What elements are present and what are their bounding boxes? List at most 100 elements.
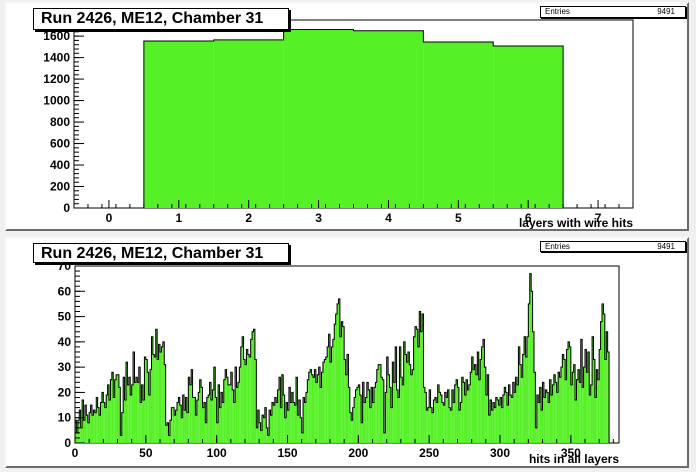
histogram-bin xyxy=(517,384,519,443)
histogram-bin xyxy=(296,377,298,443)
histogram-bin xyxy=(406,362,408,443)
x-tick-label: 350 xyxy=(561,446,581,460)
histogram-bin xyxy=(143,400,145,443)
histogram-bin xyxy=(280,407,282,443)
x-tick-label: 0 xyxy=(106,211,113,225)
histogram-bin xyxy=(449,407,451,443)
histogram-bin xyxy=(426,410,428,443)
histogram-bin xyxy=(294,405,296,443)
histogram-bin xyxy=(441,402,444,443)
histogram-bin xyxy=(160,351,162,443)
histogram-bin xyxy=(178,397,180,443)
histogram-bin xyxy=(582,387,584,443)
histogram-bin xyxy=(335,314,338,443)
histogram-bin xyxy=(433,400,435,443)
histogram-bin xyxy=(174,415,176,443)
histogram-bin xyxy=(603,314,605,443)
histogram-bin xyxy=(175,410,177,443)
histogram-bin xyxy=(424,392,427,443)
histogram-bin xyxy=(222,402,224,443)
histogram-bin xyxy=(96,397,98,443)
x-tick-label: 300 xyxy=(490,446,510,460)
histogram-bin xyxy=(549,379,551,443)
histogram-bin xyxy=(253,329,255,443)
histogram-bin xyxy=(573,364,576,443)
histogram-bin xyxy=(396,389,398,443)
histogram-bin xyxy=(575,400,577,443)
y-tick-label: 1200 xyxy=(43,72,70,86)
histogram-bin xyxy=(596,369,598,443)
histogram-outline xyxy=(143,28,564,208)
chart-title: Run 2426, ME12, Chamber 31 xyxy=(33,243,289,263)
histogram-bin xyxy=(587,351,590,443)
histogram-bin xyxy=(464,394,466,443)
histogram-bin xyxy=(386,357,389,443)
histogram-bin xyxy=(413,336,415,443)
x-tick-label: 6 xyxy=(525,211,532,225)
y-tick-label: 1600 xyxy=(43,29,70,43)
histogram-bin xyxy=(518,346,520,443)
histogram-bin xyxy=(440,394,442,443)
histogram-bin xyxy=(381,377,383,443)
histogram-bin xyxy=(133,351,135,443)
histogram-bin xyxy=(366,382,369,443)
histogram-bin xyxy=(471,357,474,443)
histogram-bin xyxy=(264,407,267,443)
histogram-bin xyxy=(321,372,323,443)
histogram-bin xyxy=(536,394,539,443)
histogram-bin xyxy=(593,359,595,443)
histogram-bin xyxy=(460,402,462,443)
histogram-bin xyxy=(97,407,100,443)
histogram-bin xyxy=(82,400,84,443)
x-tick-label: 1 xyxy=(175,211,182,225)
histogram-bin xyxy=(116,374,118,443)
histogram-bin xyxy=(131,384,134,443)
histogram-bin xyxy=(99,415,101,443)
histogram-bin xyxy=(504,387,506,443)
histogram-bin xyxy=(157,359,159,443)
histogram-bin xyxy=(379,364,381,443)
histogram-bin xyxy=(390,407,393,443)
histogram-bin xyxy=(577,369,580,443)
histogram-bin xyxy=(179,405,182,443)
histogram-bin xyxy=(487,374,489,443)
histogram-bin xyxy=(279,377,281,443)
histogram-bin xyxy=(256,427,258,443)
histogram-bin xyxy=(600,321,602,443)
histogram-bin xyxy=(545,389,547,443)
histogram-bin xyxy=(185,397,187,443)
histogram-bin xyxy=(90,405,92,443)
histogram-bin xyxy=(515,377,517,443)
histogram-bin xyxy=(114,379,117,443)
layers-histogram-plot: 0 1 2 3 4 5 6 7 0 200 400 600 800 1000 1200 1400 1600 lay… xyxy=(43,19,634,229)
histogram-bin xyxy=(474,364,476,443)
hits-histogram-plot: 0 50 100 150 200 250 300 350010203040506070hits… xyxy=(58,259,620,466)
histogram-bin xyxy=(315,382,318,443)
histogram-bin xyxy=(338,298,340,443)
histogram-bin xyxy=(535,427,537,443)
histogram-bin xyxy=(407,351,410,443)
histogram-bin xyxy=(347,354,349,443)
histogram-bin xyxy=(478,379,481,443)
y-tick-label: 600 xyxy=(50,137,70,151)
histogram-bin xyxy=(252,331,254,443)
histogram-bin xyxy=(328,334,330,443)
histogram-bin xyxy=(274,397,277,443)
histogram-bin xyxy=(423,387,425,443)
histogram-bin xyxy=(422,314,424,443)
histogram-bin xyxy=(277,389,279,443)
histogram-bin xyxy=(372,402,374,443)
histogram-bin xyxy=(186,412,189,443)
histogram-bin xyxy=(171,407,173,443)
histogram-bin xyxy=(501,407,503,443)
histogram-bin xyxy=(388,374,390,443)
histogram-bin xyxy=(229,384,231,443)
histogram-bin xyxy=(410,374,413,443)
histogram-bin xyxy=(597,379,600,443)
histogram-bin xyxy=(196,400,199,443)
histogram-bin xyxy=(195,415,197,443)
x-tick-label: 250 xyxy=(419,446,439,460)
histogram-bin xyxy=(556,392,559,443)
histogram-bin xyxy=(290,402,292,443)
histogram-bin xyxy=(427,407,430,443)
